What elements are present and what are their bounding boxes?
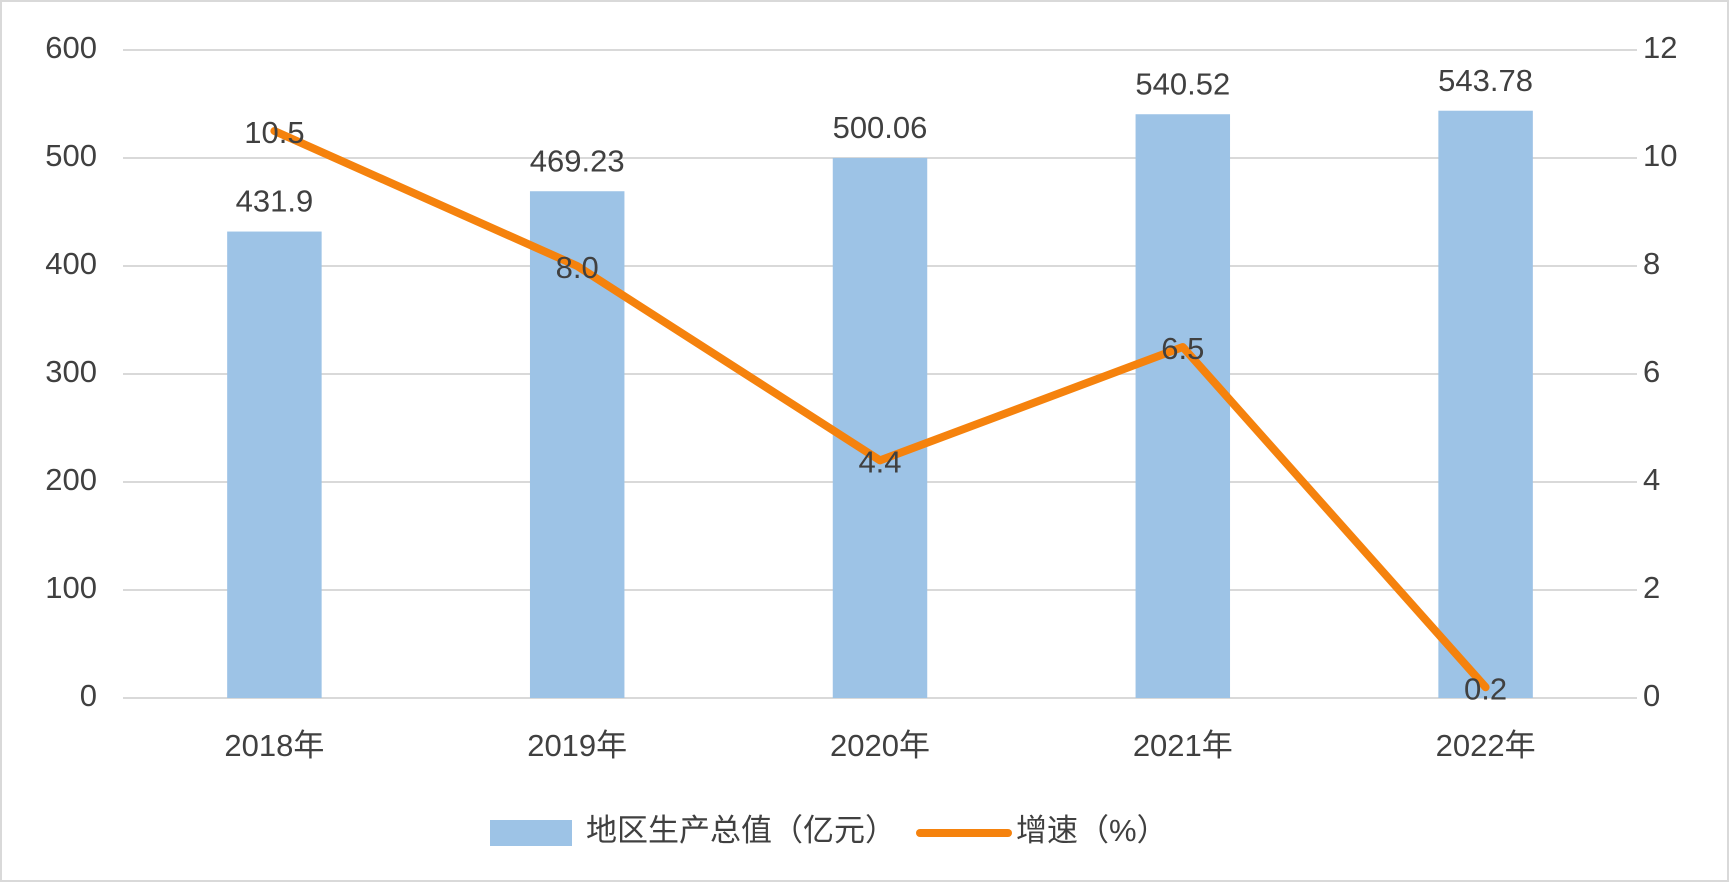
line-value-label: 6.5 [1161, 331, 1204, 366]
bar-value-label: 540.52 [1135, 66, 1230, 101]
y2-tick-label: 6 [1643, 354, 1660, 389]
y2-tick-label: 4 [1643, 462, 1660, 497]
line-value-label: 10.5 [244, 115, 304, 150]
legend-label: 地区生产总值（亿元） [586, 813, 896, 848]
x-tick-label: 2021年 [1133, 728, 1233, 763]
bar [227, 231, 322, 698]
x-tick-label: 2022年 [1436, 728, 1536, 763]
bar [529, 191, 625, 698]
y-tick-label: 600 [45, 30, 97, 65]
bar-value-label: 543.78 [1438, 63, 1533, 98]
bar-value-label: 431.9 [236, 184, 314, 219]
x-tick-label: 2020年 [830, 728, 930, 763]
y-tick-label: 400 [45, 246, 97, 281]
y2-tick-label: 10 [1643, 138, 1677, 173]
legend-swatch [490, 820, 572, 846]
line [270, 127, 1490, 692]
y-tick-label: 100 [45, 570, 97, 605]
x-tick-label: 2019年 [527, 728, 627, 763]
legend-label: 增速（%） [1016, 813, 1168, 848]
y-tick-label: 200 [45, 462, 97, 497]
bar [1135, 114, 1231, 698]
y2-tick-label: 0 [1643, 678, 1660, 713]
y2-tick-label: 12 [1643, 30, 1677, 65]
y-tick-label: 500 [45, 138, 97, 173]
bar-value-label: 469.23 [530, 143, 625, 178]
line-value-label: 8.0 [556, 250, 599, 285]
y2-tick-label: 8 [1643, 246, 1660, 281]
bar [1438, 110, 1533, 699]
y-tick-label: 0 [80, 678, 97, 713]
line-value-label: 4.4 [858, 445, 901, 480]
x-tick-label: 2018年 [224, 728, 324, 763]
bar [832, 157, 928, 699]
y-tick-label: 300 [45, 354, 97, 389]
line-value-label: 0.2 [1464, 671, 1507, 706]
bar-value-label: 500.06 [833, 110, 928, 145]
y2-tick-label: 2 [1643, 570, 1660, 605]
